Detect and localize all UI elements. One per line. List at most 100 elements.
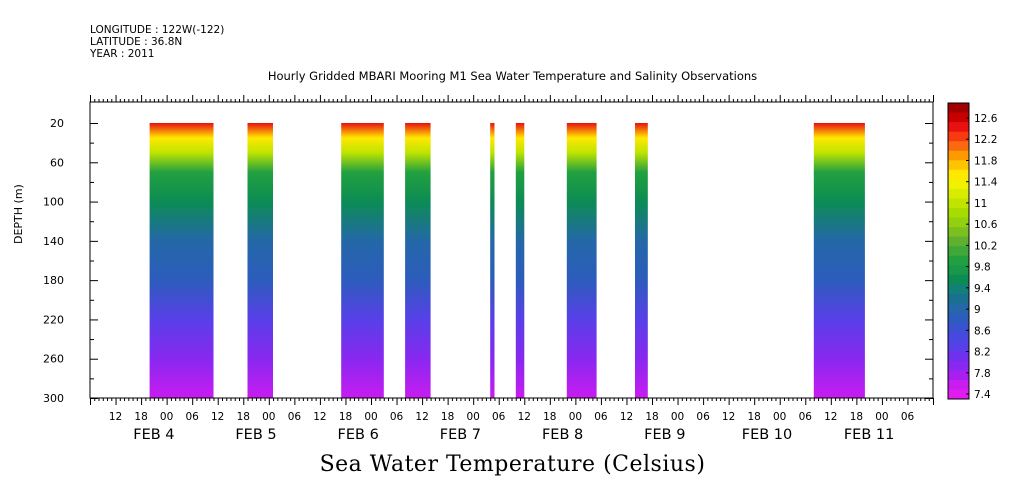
variable-label: Sea Water Temperature (Celsius) [319,452,706,477]
colorbar-label: 10.6 [974,219,998,231]
y-tick-label: 180 [43,274,64,287]
colorbar-label: 10.2 [974,240,997,252]
colorbar-swatch [948,341,969,352]
data-segment-8 [635,123,648,398]
colorbar-swatch [948,169,969,180]
colorbar-swatch [948,131,969,142]
x-tick-label: 00 [160,411,173,423]
x-tick-label: 18 [134,411,147,423]
x-tick-label: 18 [441,411,454,423]
x-date-label: FEB 6 [338,427,379,443]
colorbar-swatch [948,370,969,381]
colorbar-swatch [948,236,969,247]
colorbar-swatch [948,274,969,285]
colorbar-label: 11 [974,198,987,210]
data-segment-5 [490,123,495,398]
x-tick-label: 00 [262,411,275,423]
x-tick-label: 18 [237,411,250,423]
colorbar-swatch [948,188,969,199]
colorbar-label: 9.8 [974,262,991,274]
colorbar-label: 7.4 [974,389,991,401]
x-tick-label: 18 [645,411,658,423]
x-date-label: FEB 11 [844,427,895,443]
metadata-block: LONGITUDE : 122W(-122) LATITUDE : 36.8N … [90,24,224,60]
y-tick-label: 300 [43,392,64,405]
x-tick-label: 06 [696,411,710,423]
x-tick-label: 00 [364,411,377,423]
axes-layer: 12 18 00 06 12 18 00 06 12 18 00 06 12 18 00 06 12 18 00 06… [43,95,934,443]
colorbar-frame [947,102,970,400]
colorbar-swatch [948,379,969,390]
x-tick-label: 00 [569,411,582,423]
chart-title-wrap: Hourly Gridded MBARI Mooring M1 Sea Wate… [0,69,1009,83]
x-tick-label: 00 [773,411,786,423]
data-segment-6 [515,123,525,398]
colorbar-label: 12.2 [974,134,997,146]
x-tick-label: 12 [415,411,428,423]
x-date-label: FEB 4 [133,427,174,443]
x-tick-label: 00 [467,411,480,423]
colorbar-swatch [948,284,969,295]
x-tick-label: 12 [313,411,326,423]
colorbar-swatch [948,332,969,343]
x-tick-label: 06 [901,411,915,423]
x-tick-label: 18 [543,411,556,423]
colorbar-label: 7.8 [974,368,991,380]
y-tick-label: 100 [43,196,64,209]
colorbar-swatch [948,389,969,400]
data-segment-9 [813,123,865,398]
colorbar-swatch [948,141,969,152]
plot-layer [149,123,865,398]
x-tick-label: 12 [824,411,837,423]
x-tick-label: 06 [288,411,302,423]
x-tick-label: 06 [186,411,200,423]
colorbar-swatch [948,160,969,171]
y-tick-label: 220 [43,313,64,326]
x-tick-label: 00 [671,411,684,423]
x-tick-label: 12 [620,411,633,423]
colorbar-swatch [948,313,969,324]
colorbar-swatch [948,227,969,238]
x-tick-label: 12 [518,411,531,423]
plot-frame [89,101,934,399]
x-tick-label: 12 [109,411,122,423]
colorbar-swatch [948,103,969,113]
longitude-text: LONGITUDE : 122W(-122) [90,24,225,36]
colorbar-swatch [948,246,969,257]
colorbar-swatch [948,255,969,266]
y-tick-label: 60 [50,156,64,169]
x-tick-label: 18 [339,411,352,423]
x-tick-label: 00 [875,411,888,423]
x-tick-label: 12 [722,411,735,423]
data-segment-3 [341,123,384,398]
year-text: YEAR : 2011 [90,48,155,60]
x-tick-label: 18 [850,411,863,423]
colorbar-label: 12.6 [974,113,998,125]
colorbar-swatch [948,208,969,218]
colorbar-label: 11.4 [974,177,998,189]
colorbar-swatch [948,179,969,190]
colorbar-swatch [948,351,969,362]
y-tick-label: 260 [43,353,64,366]
x-tick-label: 18 [748,411,761,423]
data-segment-7 [566,123,597,398]
x-tick-label: 06 [799,411,813,423]
chart-title: Hourly Gridded MBARI Mooring M1 Sea Wate… [267,69,758,83]
colorbar-swatch [948,198,969,209]
colorbar-label: 9.4 [974,283,991,295]
colorbar-layer: 12.6 12.2 11.8 11.4 11 10.6 10.2 9.8 9.4 9 8.6 8.2 7… [947,102,998,401]
colorbar-swatch [948,322,969,333]
data-segment-4 [405,123,431,398]
y-tick-label: 140 [43,235,64,248]
data-segment-2 [247,123,273,398]
colorbar-swatch [948,265,969,276]
x-date-label: FEB 10 [742,427,793,443]
x-tick-label: 12 [211,411,224,423]
colorbar-label: 8.2 [974,347,991,359]
colorbar-swatch [948,122,969,133]
variable-label-wrap: Sea Water Temperature (Celsius) [0,452,1009,477]
x-date-label: FEB 8 [542,427,583,443]
colorbar-swatch [948,150,969,161]
data-segment-1 [149,123,214,398]
